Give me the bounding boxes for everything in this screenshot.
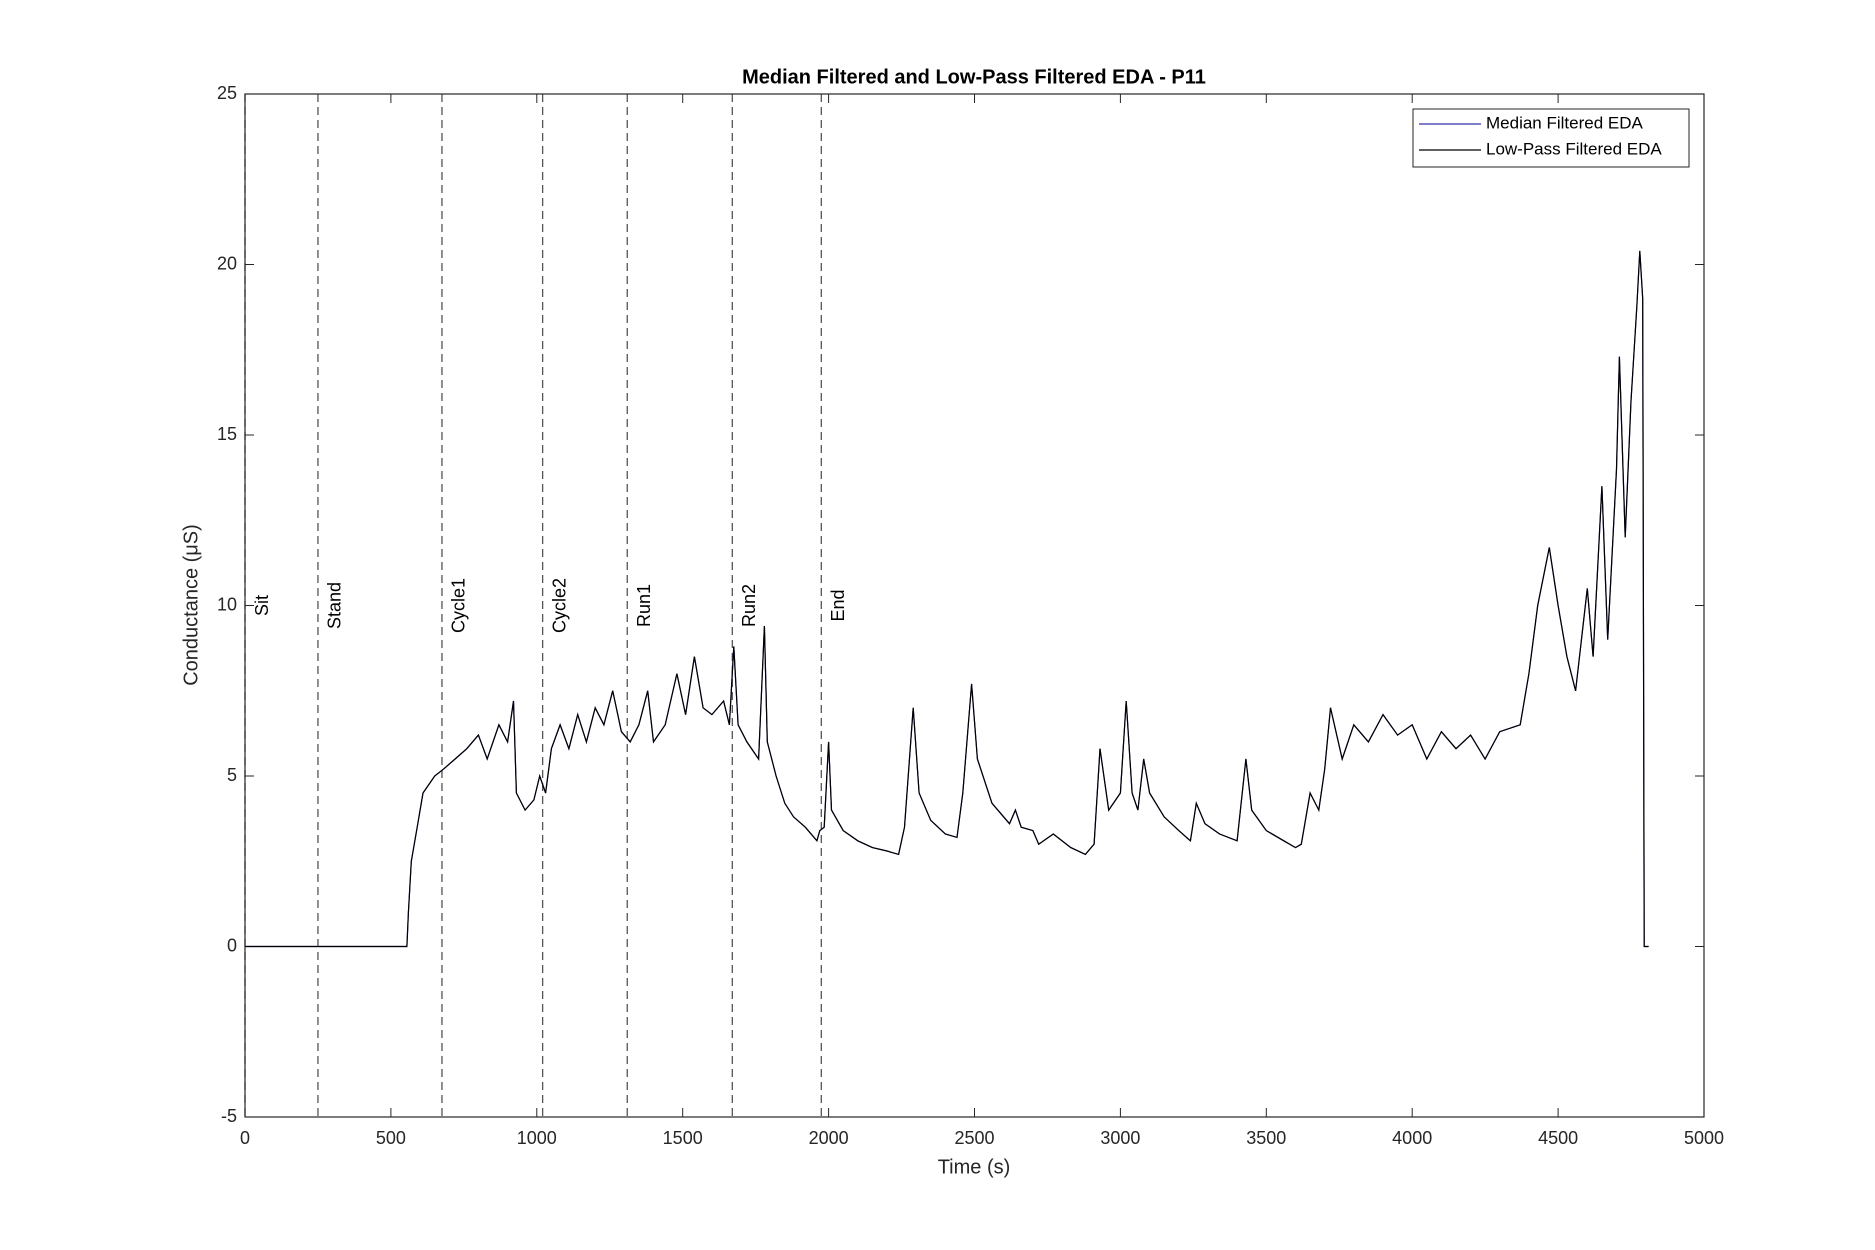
x-tick-label: 3000 (1100, 1128, 1140, 1148)
y-tick-label: 15 (217, 424, 237, 444)
event-label: Sit (252, 595, 272, 616)
x-axis-label: Time (s) (938, 1156, 1011, 1178)
y-tick-label: 20 (217, 253, 237, 273)
x-tick-label: 4500 (1538, 1128, 1578, 1148)
chart-title: Median Filtered and Low-Pass Filtered ED… (742, 66, 1206, 88)
x-tick-label: 5000 (1684, 1128, 1724, 1148)
y-tick-label: -5 (221, 1106, 237, 1126)
x-tick-label: 3500 (1246, 1128, 1286, 1148)
axes-box (244, 93, 1705, 1118)
legend-label: Low-Pass Filtered EDA (1486, 139, 1662, 158)
data-line (245, 250, 1649, 948)
y-tick-label: 10 (217, 594, 237, 614)
legend-box (1412, 108, 1690, 168)
event-label: Run1 (634, 584, 654, 627)
event-label: Cycle2 (549, 578, 569, 633)
y-tick-label: 5 (227, 765, 237, 785)
x-tick-label: 4000 (1392, 1128, 1432, 1148)
x-tick-label: 2000 (809, 1128, 849, 1148)
event-label: End (828, 589, 848, 621)
x-tick-label: 500 (376, 1128, 406, 1148)
y-tick-label: 25 (217, 83, 237, 103)
x-tick-label: 1000 (517, 1128, 557, 1148)
event-label: Stand (325, 582, 345, 629)
x-tick-label: 1500 (663, 1128, 703, 1148)
x-tick-label: 0 (240, 1128, 250, 1148)
event-label: Run2 (739, 584, 759, 627)
legend-label: Median Filtered EDA (1486, 113, 1644, 132)
y-tick-label: 0 (227, 935, 237, 955)
y-axis-label: Conductance (μS) (180, 524, 202, 686)
x-tick-label: 2500 (954, 1128, 994, 1148)
event-label: Cycle1 (449, 578, 469, 633)
